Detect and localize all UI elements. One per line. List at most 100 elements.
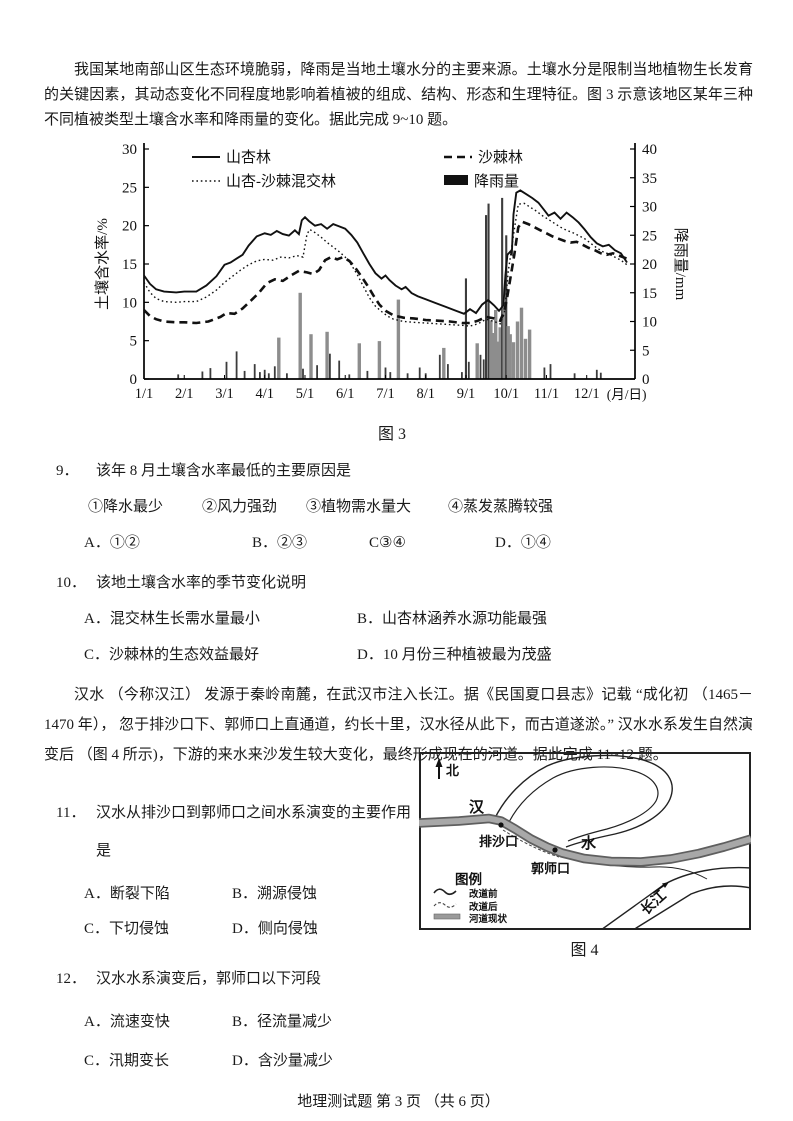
right-tick-label: 10 [642,315,657,331]
question-12-text: 汉水水系演变后，郭师口以下河段 [96,971,322,987]
question-9-options: A．①② B．②③ C③④ D．①④ [44,532,753,554]
option-d: D．侧向侵蚀 [232,921,318,937]
soil-moisture-rain-chart: 0 5 10 15 20 25 30 0 5 10 15 20 25 30 35 40 1/1 2/1 3/1 4/1… [93,142,689,402]
rain-bar [201,371,204,379]
changjiang-bank-1 [600,866,751,930]
question-10-stem: 10． 该地土壤含水率的季节变化说明 [44,572,753,594]
rain-bar [496,341,500,379]
option-a: A．①② [84,535,140,551]
item-1: ①降水最少 [88,499,164,515]
paishakou-label: 排沙口 [479,834,518,849]
legend-label: 沙棘林 [478,149,523,166]
rain-bar [519,307,524,379]
legend-current-symbol [433,913,460,920]
rain-bar [467,361,470,380]
item-3: ③植物需水量大 [306,499,412,515]
rain-bar [487,203,490,379]
rain-bar [485,215,488,379]
x-tick-label: 12/1 [574,386,600,402]
rain-bar [508,334,512,379]
rain-bar [357,343,361,379]
rain-bar [273,366,276,379]
rain-bar [348,374,351,379]
option-d: D．含沙量减少 [232,1053,333,1069]
rain-bar [502,307,506,379]
left-tick-label: 15 [122,257,137,273]
rain-bar [506,326,510,379]
rain-bar [475,343,479,379]
rain-bar [447,364,449,379]
x-tick-label: 1/1 [135,386,154,402]
rain-bar [515,321,520,379]
questions-column: 11． 汉水从排沙口到郭师口之间水系演变的主要作用是 A．断裂下陷 B．溯源侵蚀… [44,778,416,1072]
right-tick-label: 25 [642,228,657,244]
legend-label-rain: 降雨量 [474,173,519,190]
rain-bar [253,364,256,379]
option-a: A．混交林生长需水量最小 [84,611,260,627]
legend-after-symbol [433,902,456,908]
rain-bar [243,370,246,379]
rain-bar [177,374,180,379]
right-tick-label: 15 [642,286,657,302]
right-tick-label: 20 [642,257,657,273]
question-11-stem: 11． 汉水从排沙口到郭师口之间水系演变的主要作用是 [44,794,416,870]
guoshikou-label: 郭师口 [531,861,570,876]
series-line-dotted [143,202,628,327]
question-9-items: ①降水最少 ②风力强劲 ③植物需水量大 ④蒸发蒸腾较强 [44,496,753,518]
question-11-text: 汉水从排沙口到郭师口之间水系演变的主要作用是 [96,805,412,859]
item-2: ②风力强劲 [202,499,278,515]
rain-bar [491,333,495,379]
question-9-stem: 9． 该年 8 月土壤含水率最低的主要原因是 [44,460,753,482]
question-11-12-and-map-row: 11． 汉水从排沙口到郭师口之间水系演变的主要作用是 A．断裂下陷 B．溯源侵蚀… [44,752,753,1072]
rain-bar [494,310,498,379]
question-12-stem: 12． 汉水水系演变后，郭师口以下河段 [44,960,416,998]
right-tick-label: 30 [642,200,657,216]
rain-bar [464,278,467,379]
left-tick-label: 0 [130,372,138,388]
rain-bar [461,372,463,379]
left-tick-label: 10 [122,295,137,311]
right-tick-label: 5 [642,343,650,359]
left-tick-label: 30 [122,142,137,158]
option-b: B．②③ [252,535,308,551]
left-tick-label: 5 [130,334,138,350]
right-tick-label: 35 [642,171,657,187]
rain-bar [523,338,528,380]
left-tick-label: 25 [122,180,137,196]
rain-bar [595,369,598,379]
option-c: C．下切侵蚀 [84,921,170,937]
left-axis-title: 土壤含水率/% [93,218,111,310]
question-12-number: 12． [56,971,87,987]
rain-bar [377,341,382,379]
x-tick-label: 7/1 [376,386,395,402]
rain-bar [209,368,212,379]
x-tick-label: 5/1 [296,386,315,402]
option-a: A．断裂下陷 [84,886,170,902]
question-11-options-row2: C．下切侵蚀 D．侧向侵蚀 [44,918,416,940]
rain-bar [438,354,441,379]
rain-bar [338,360,341,379]
x-tick-label: 8/1 [416,386,435,402]
option-b: B．径流量减少 [232,1014,333,1030]
right-tick-label: 40 [642,142,657,158]
north-arrow-head [435,758,442,767]
series-line-solid [143,189,628,315]
rain-bar [498,327,502,380]
item-4: ④蒸发蒸腾较强 [448,499,554,515]
question-10: 10． 该地土壤含水率的季节变化说明 A．混交林生长需水量最小 B．山杏林涵养水… [44,572,753,666]
legend-current-label: 河道现状 [469,913,508,925]
han-river-map: 北 排沙口 郭师口 汉 水 长江 图例 改道前 改道后 [418,752,751,930]
legend-rain-swatch [444,175,468,185]
option-c: C．沙棘林的生态效益最好 [84,647,260,663]
han-label: 汉 [469,798,485,816]
paishakou-point [497,822,504,828]
x-tick-label: 10/1 [493,386,519,402]
legend-after-label: 改道后 [469,901,498,913]
current-channel-fill [418,815,751,865]
question-12: 12． 汉水水系演变后，郭师口以下河段 A．流速变快 B．径流量减少 C．汛期变… [44,960,416,1072]
option-c: C③④ [369,535,406,551]
question-9-number: 9． [56,463,79,479]
right-tick-label: 0 [642,372,650,388]
rain-bar [259,372,261,379]
question-9-text: 该年 8 月土壤含水率最低的主要原因是 [96,463,352,479]
